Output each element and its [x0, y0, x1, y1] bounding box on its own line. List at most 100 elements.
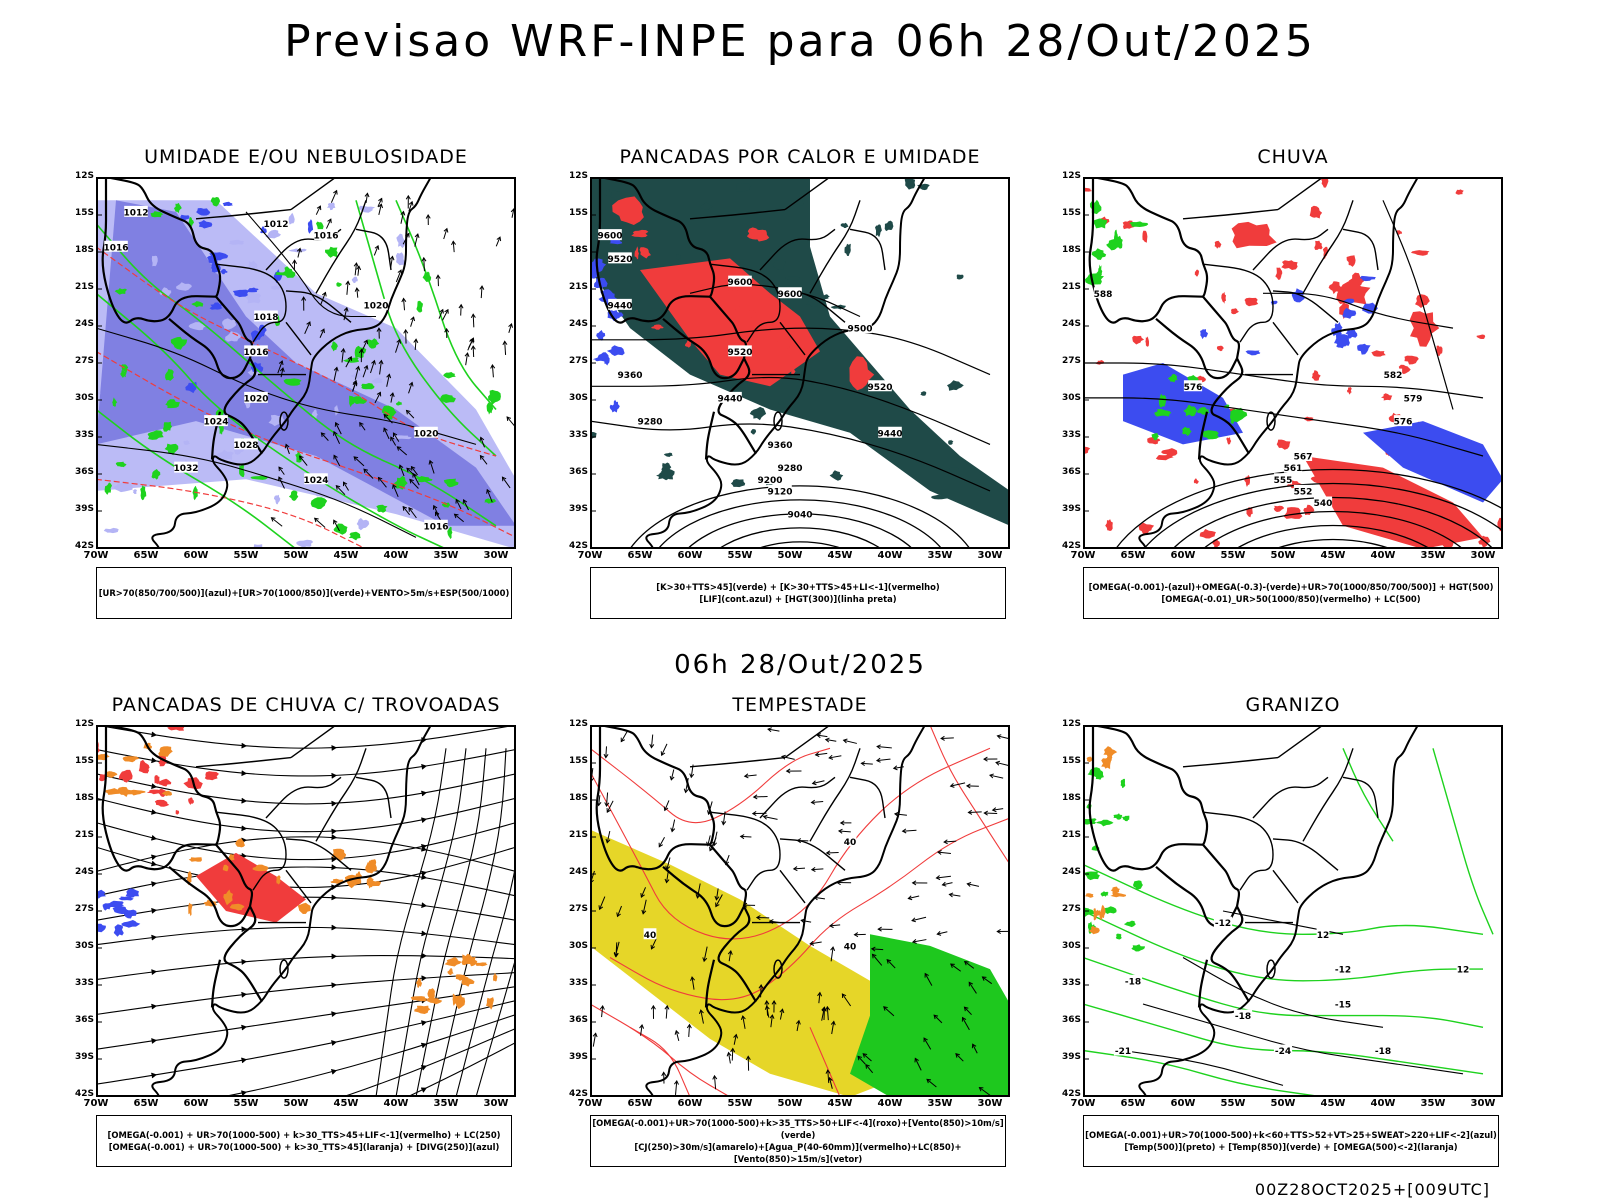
water-content-contour — [609, 817, 1010, 1001]
streamline-arrow — [331, 924, 338, 931]
strong-instability-fill — [849, 356, 875, 391]
rain-light-cell — [1226, 437, 1232, 445]
contour-label-bg — [244, 391, 268, 403]
contour-label: 9440 — [717, 394, 742, 404]
wind-vector-head — [683, 788, 689, 794]
lat-tick-label: 33S — [1061, 430, 1081, 440]
humidity-low-cell — [376, 504, 388, 513]
wind-vector — [728, 1052, 731, 1064]
divergence-cell — [118, 896, 134, 901]
wind-vector — [620, 730, 629, 742]
map-panel-umidade: 1012 1012 1016 1016 1020 1018 1016 1020 1024 1028… — [96, 177, 516, 549]
border-line — [1155, 317, 1238, 380]
humidity-core — [209, 302, 223, 310]
wind-vector-head — [435, 274, 441, 280]
panel-title: GRANIZO — [1245, 694, 1341, 716]
lat-tick-label: 24S — [1061, 867, 1081, 877]
omega-500-cell — [1088, 925, 1100, 935]
wind-vector — [465, 353, 469, 366]
shower-cell — [454, 994, 466, 1010]
lon-tick-label: 45W — [827, 1098, 853, 1109]
border-line — [290, 177, 337, 211]
instability-cell — [844, 243, 851, 256]
rain-light-fill — [1336, 281, 1371, 305]
wind-vector — [605, 746, 607, 758]
wind-vector — [304, 321, 311, 334]
rain-light-cell — [1281, 260, 1298, 270]
wind-vector-head — [674, 1079, 679, 1085]
strong-instability-cell — [790, 366, 796, 376]
wind-vector — [362, 365, 368, 378]
wind-vector-head — [414, 233, 420, 239]
streamline-arrow — [421, 952, 428, 959]
shower-cell — [122, 756, 140, 763]
humidity-low-cell — [120, 370, 127, 378]
wind-vector — [744, 774, 757, 777]
humidity-low-contour — [96, 222, 497, 527]
humidity-speckle — [288, 212, 295, 225]
temp-850-cell — [1113, 813, 1123, 820]
contour-label: -15 — [1335, 1001, 1351, 1011]
wind-vector — [345, 356, 352, 368]
humidity-core — [307, 219, 314, 234]
legend-line: [OMEGA(-0.001) + UR>70(1000-500) + k>30_… — [107, 1130, 501, 1140]
lon-tick-label: 65W — [1120, 1098, 1146, 1109]
contour-label: -12 — [1335, 966, 1351, 976]
wind-vector-head — [432, 504, 438, 510]
thickness-contour — [96, 478, 367, 549]
lat-tick-label: 21S — [74, 830, 94, 840]
wind-vector — [962, 1017, 970, 1031]
lon-tick-label: 40W — [1370, 550, 1396, 561]
humidity-speckle — [159, 287, 172, 298]
instability-cell — [610, 190, 622, 200]
lon-tick-label: 45W — [333, 550, 359, 561]
wind-vector — [886, 959, 896, 969]
lon-tick-label: 70W — [577, 550, 603, 561]
temp-850-cell — [1131, 944, 1145, 952]
panel-title: PANCADAS POR CALOR E UMIDADE — [619, 146, 981, 168]
humidity-speckle — [216, 449, 234, 460]
strong-instability-cell — [631, 229, 649, 238]
wind-vector-head — [752, 794, 758, 800]
lon-tick-label: 50W — [283, 1098, 309, 1109]
wind-vector-head — [649, 743, 655, 749]
humidity-low-cell — [443, 372, 456, 379]
streamline-arrow — [151, 757, 158, 764]
border-line — [1197, 959, 1209, 1008]
border-line — [784, 725, 831, 759]
contour-label: 1032 — [173, 464, 198, 474]
rain-light-cell — [1095, 360, 1105, 365]
wind-vector — [406, 467, 416, 477]
wind-vector-head — [425, 214, 431, 219]
wind-vector-head — [968, 981, 974, 987]
wind-vector-head — [605, 838, 611, 844]
map-frame — [1083, 725, 1503, 1097]
omega-blue-cell — [1345, 329, 1358, 339]
streamline-arrow — [421, 763, 428, 770]
wind-vector — [271, 517, 283, 527]
wind-vector — [486, 489, 493, 503]
omega-blue-cell — [1359, 275, 1376, 282]
wind-vector-head — [386, 373, 392, 379]
temp-500-contour — [1222, 910, 1344, 935]
wind-vector-head — [740, 1015, 746, 1020]
border-line — [662, 317, 745, 380]
wind-vector — [411, 466, 418, 476]
instability-cell — [750, 428, 757, 435]
wind-vector-head — [800, 918, 806, 924]
wind-vector — [299, 455, 308, 466]
wind-vector — [341, 348, 345, 363]
wind-vector-head — [353, 262, 359, 267]
wind-vector — [829, 1077, 833, 1089]
contour-label-bg — [1273, 1044, 1293, 1056]
humidity-low-cell — [218, 424, 224, 435]
wind-vector — [715, 894, 723, 907]
wind-vector — [713, 1075, 717, 1090]
wind-vector — [857, 1055, 866, 1065]
wind-vector-head — [670, 827, 676, 833]
wind-vector-head — [340, 347, 346, 353]
wind-vector-head — [453, 513, 459, 519]
contour-label-bg — [254, 310, 278, 322]
wind-vector-head — [409, 478, 414, 484]
wind-vector-head — [828, 754, 834, 760]
